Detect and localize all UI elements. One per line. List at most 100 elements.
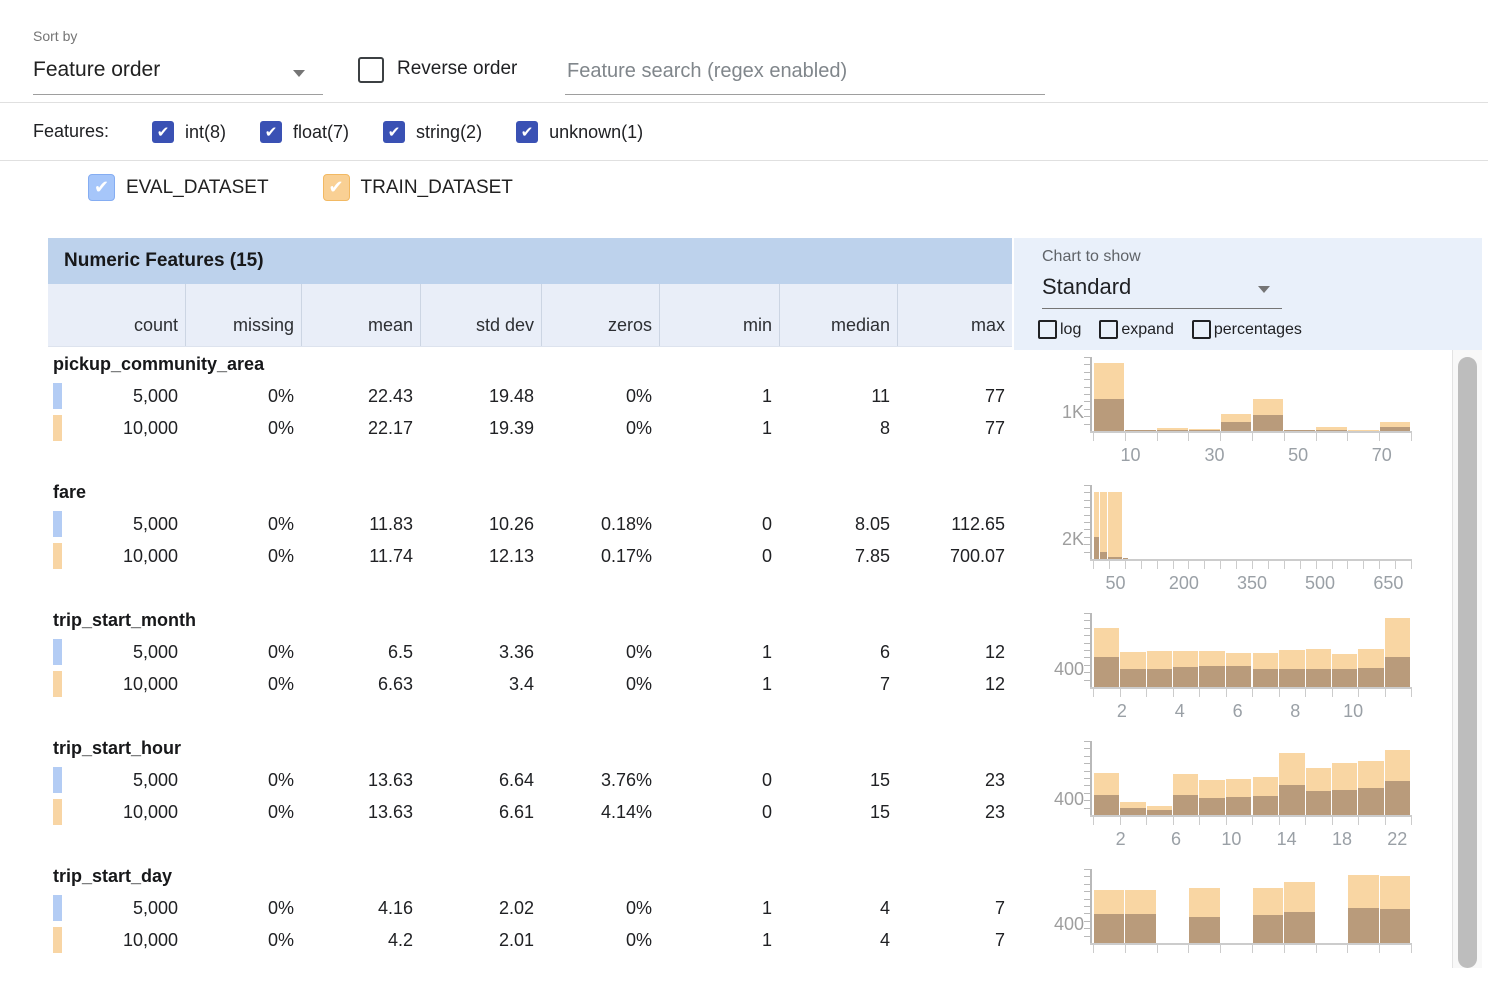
features-label: Features:	[33, 121, 109, 142]
x-axis-tick-label: 50	[1086, 573, 1146, 594]
type-filter-unknown[interactable]: ✔ unknown(1)	[516, 121, 643, 143]
y-axis-tick	[1084, 869, 1090, 870]
checkbox-unchecked-icon[interactable]	[1192, 320, 1211, 339]
y-axis-tick	[1084, 507, 1090, 508]
stat-cell: 0%	[541, 412, 659, 444]
x-axis-tick	[1358, 689, 1359, 697]
feature-histogram-fare[interactable]: 2K50200350500650	[1028, 480, 1428, 608]
y-axis-tick	[1084, 876, 1090, 877]
feature-block: fare 5,0000%11.8310.260.18%08.05112.6510,…	[48, 480, 1012, 608]
type-filter-label: unknown(1)	[549, 122, 643, 143]
feature-histogram-trip_start_month[interactable]: 400246810	[1028, 608, 1428, 736]
stat-row: 5,0000%4.162.020%147	[48, 892, 1012, 924]
type-filter-string[interactable]: ✔ string(2)	[383, 121, 482, 143]
dataset-toggle-train_dataset[interactable]: ✔ TRAIN_DATASET	[323, 174, 513, 201]
chart-option-log[interactable]: log	[1038, 320, 1081, 339]
stat-cell: 0%	[185, 636, 301, 668]
dataset-toggle-eval_dataset[interactable]: ✔EVAL_DATASET	[88, 174, 269, 201]
chart-option-checkboxes: log expand percentages	[1038, 320, 1302, 339]
stat-cell: 0%	[185, 540, 301, 572]
x-axis-tick	[1188, 945, 1189, 953]
stat-cell: 0%	[185, 892, 301, 924]
stat-cell: 10,000	[48, 796, 185, 828]
stat-cell: 0.18%	[541, 508, 659, 540]
stat-row: 5,0000%11.8310.260.18%08.05112.65	[48, 508, 1012, 540]
checkbox-unchecked-icon[interactable]	[1099, 320, 1118, 339]
dataset-legend: ✔EVAL_DATASET✔TRAIN_DATASET	[88, 174, 513, 201]
stat-cell: 0	[659, 508, 779, 540]
y-axis-tick	[1084, 650, 1090, 651]
eval-histogram-bar	[1094, 399, 1125, 431]
column-header-std-dev: std dev	[420, 284, 541, 346]
type-filter-float[interactable]: ✔float(7)	[260, 121, 349, 143]
feature-name: fare	[53, 482, 86, 503]
feature-name: pickup_community_area	[53, 354, 264, 375]
checkbox-checked-icon[interactable]: ✔	[152, 121, 174, 143]
stat-cell: 12	[897, 636, 1012, 668]
chart-type-select[interactable]: Standard	[1042, 272, 1282, 309]
x-axis-tick	[1363, 561, 1364, 569]
stat-cell: 0%	[185, 380, 301, 412]
sort-order-select[interactable]: Feature order	[33, 52, 323, 95]
checkbox-unchecked-icon[interactable]	[1038, 320, 1057, 339]
feature-search-input[interactable]: Feature search (regex enabled)	[565, 50, 1045, 95]
x-axis-tick-label: 500	[1290, 573, 1350, 594]
checkbox-checked-icon[interactable]: ✔	[383, 121, 405, 143]
chart-type-value: Standard	[1042, 274, 1131, 300]
y-axis-tick	[1084, 913, 1090, 914]
y-axis-tick	[1084, 928, 1090, 929]
eval-histogram-bar	[1094, 795, 1119, 815]
eval-histogram-bar	[1385, 781, 1410, 815]
stat-cell: 7	[897, 892, 1012, 924]
checkbox-checked-icon[interactable]: ✔	[323, 174, 350, 201]
stat-cell: 10,000	[48, 540, 185, 572]
x-axis-tick-label: 10	[1201, 829, 1261, 850]
stat-cell: 4.14%	[541, 796, 659, 828]
x-axis-tick	[1395, 561, 1396, 569]
dataset-color-chip	[53, 799, 62, 825]
feature-block: trip_start_month5,0000%6.53.360%161210,0…	[48, 608, 1012, 736]
checkbox-checked-icon[interactable]: ✔	[516, 121, 538, 143]
feature-block: trip_start_hour5,0000%13.636.643.76%0152…	[48, 736, 1012, 864]
dataset-name-label: TRAIN_DATASET	[361, 177, 513, 199]
stat-cell: 6	[779, 636, 897, 668]
eval-histogram-bar	[1173, 795, 1198, 815]
stat-cell: 15	[779, 764, 897, 796]
stat-cell: 1	[659, 668, 779, 700]
type-filter-int[interactable]: ✔int(8)	[152, 121, 226, 143]
x-axis-tick-label: 30	[1184, 445, 1244, 466]
feature-histogram-trip_start_hour[interactable]: 4002610141822	[1028, 736, 1428, 864]
checkbox-checked-icon[interactable]: ✔	[88, 174, 115, 201]
stat-row: 10,0000%13.636.614.14%01523	[48, 796, 1012, 828]
reverse-order-checkbox[interactable]	[358, 57, 384, 83]
feature-histogram-trip_start_day[interactable]: 400	[1028, 864, 1428, 992]
column-header-missing: missing	[185, 284, 301, 346]
stat-cell: 6.63	[301, 668, 420, 700]
y-axis-tick	[1084, 515, 1090, 516]
x-axis-tick	[1146, 689, 1147, 697]
x-axis-tick	[1379, 945, 1380, 953]
eval-histogram-bar	[1253, 415, 1284, 431]
stat-row: 5,0000%22.4319.480%11177	[48, 380, 1012, 412]
type-filter-label: string(2)	[416, 122, 482, 143]
chart-option-label: log	[1060, 321, 1081, 339]
vertical-scrollbar-track[interactable]	[1452, 350, 1482, 968]
vertical-scrollbar-thumb[interactable]	[1458, 357, 1477, 968]
chart-option-percentages[interactable]: percentages	[1192, 320, 1302, 339]
train-histogram-bar	[1100, 492, 1108, 559]
feature-histogram-pickup_community_area[interactable]: 1K10305070	[1028, 352, 1428, 480]
x-axis-tick	[1305, 689, 1306, 697]
stat-cell: 5,000	[48, 764, 185, 796]
y-axis-tick	[1084, 424, 1090, 425]
x-axis-tick-label: 22	[1367, 829, 1427, 850]
x-axis-tick	[1173, 561, 1174, 569]
stat-cell: 12	[897, 668, 1012, 700]
stat-row: 10,0000%22.1719.390%1877	[48, 412, 1012, 444]
stat-cell: 7	[897, 924, 1012, 956]
y-axis-tick	[1084, 387, 1090, 388]
checkbox-checked-icon[interactable]: ✔	[260, 121, 282, 143]
stat-cell: 1	[659, 380, 779, 412]
chart-option-expand[interactable]: expand	[1099, 320, 1174, 339]
x-axis-tick	[1379, 561, 1380, 569]
dataset-color-chip	[53, 415, 62, 441]
